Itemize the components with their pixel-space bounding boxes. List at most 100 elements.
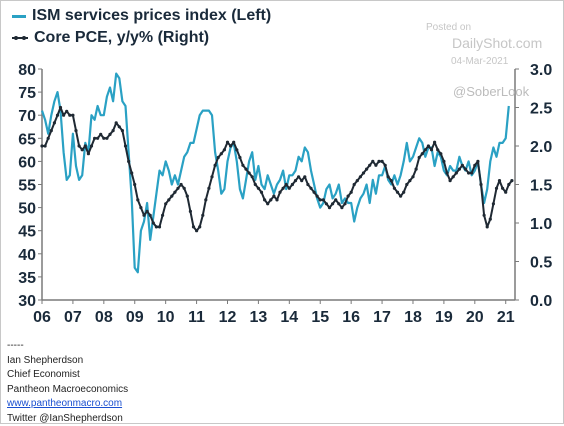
series-point-pce [214,164,217,167]
x-tick-label: 07 [64,309,82,326]
legend-item-pce: Core PCE, y/y% (Right) [12,27,271,49]
series-point-pce [139,206,142,209]
series-point-pce [452,175,455,178]
y-right-tick-label: 2.0 [530,139,552,156]
series-point-pce [257,187,260,190]
series-point-pce [498,179,501,182]
x-tick-label: 20 [466,309,484,326]
series-point-pce [81,148,84,151]
y-right-tick-label: 0.0 [530,293,552,310]
series-point-pce [486,225,489,228]
y-left-tick-label: 70 [18,108,36,125]
series-point-pce [368,164,371,167]
series-point-pce [115,121,118,124]
series-point-pce [393,187,396,190]
series-point-pce [90,144,93,147]
series-point-pce [235,148,238,151]
series-point-pce [158,225,161,228]
y-left-tick-label: 65 [18,131,36,148]
series-point-pce [275,198,278,201]
series-point-pce [461,164,464,167]
series-point-pce [387,175,390,178]
series-point-pce [340,206,343,209]
series-point-pce [504,191,507,194]
series-point-pce [362,171,365,174]
series-point-pce [155,225,158,228]
y-right-tick-label: 2.5 [530,101,552,118]
series-point-pce [390,179,393,182]
series-point-pce [334,198,337,201]
series-point-pce [473,164,476,167]
x-tick-label: 11 [188,309,205,326]
series-point-pce [322,198,325,201]
series-point-pce [226,141,229,144]
series-point-pce [96,137,99,140]
series-point-pce [176,187,179,190]
series-point-pce [359,175,362,178]
series-point-pce [464,168,467,171]
footer-separator: ----- [7,339,128,354]
series-point-pce [127,160,130,163]
series-point-pce [105,137,108,140]
series-point-pce [427,144,430,147]
series-point-pce [306,183,309,186]
series-point-pce [411,175,414,178]
series-point-pce [152,221,155,224]
series-point-pce [84,144,87,147]
footer-link[interactable]: www.pantheonmacro.com [7,398,122,409]
series-point-pce [189,210,192,213]
watermark-handle: @SoberLook [453,84,529,99]
series-point-pce [483,214,486,217]
legend-swatch-pce [12,33,28,43]
series-point-pce [337,202,340,205]
series-point-pce [244,168,247,171]
series-point-pce [309,187,312,190]
legend-item-ism: ISM services prices index (Left) [12,5,271,27]
series-point-pce [149,214,152,217]
series-point-pce [294,179,297,182]
series-point-pce [108,133,111,136]
series-point-pce [501,187,504,190]
series-point-pce [266,202,269,205]
series-point-pce [371,160,374,163]
series-point-pce [223,148,226,151]
x-tick-label: 21 [497,309,515,326]
series-point-pce [313,191,316,194]
series-point-pce [207,187,210,190]
series-point-pce [356,179,359,182]
series-point-pce [195,229,198,232]
series-point-pce [99,133,102,136]
x-tick-label: 19 [435,309,453,326]
series-point-pce [476,160,479,163]
series-point-pce [204,198,207,201]
series-point-pce [74,129,77,132]
series-point-pce [62,114,65,117]
series-line-pce [42,108,512,231]
x-tick-label: 09 [126,309,144,326]
series-point-pce [377,160,380,163]
series-point-pce [507,183,510,186]
series-point-pce [374,164,377,167]
series-point-pce [381,160,384,163]
y-left-tick-label: 55 [18,178,36,195]
series-point-pce [183,187,186,190]
y-left-tick-label: 30 [18,293,36,310]
series-point-pce [424,148,427,151]
series-point-pce [201,214,204,217]
series-line-ism [42,74,509,273]
series-point-pce [232,141,235,144]
series-point-pce [300,179,303,182]
series-point-pce [142,214,145,217]
y-left-tick-label: 40 [18,247,36,264]
series-point-pce [365,168,368,171]
series-point-pce [421,152,424,155]
series-point-pce [254,183,257,186]
series-point-pce [220,152,223,155]
y-left-tick-label: 60 [18,154,36,171]
series-point-pce [272,195,275,198]
series-point-pce [87,152,90,155]
series-point-pce [408,179,411,182]
series-point-pce [278,191,281,194]
series-point-pce [44,144,47,147]
series-point-pce [479,183,482,186]
